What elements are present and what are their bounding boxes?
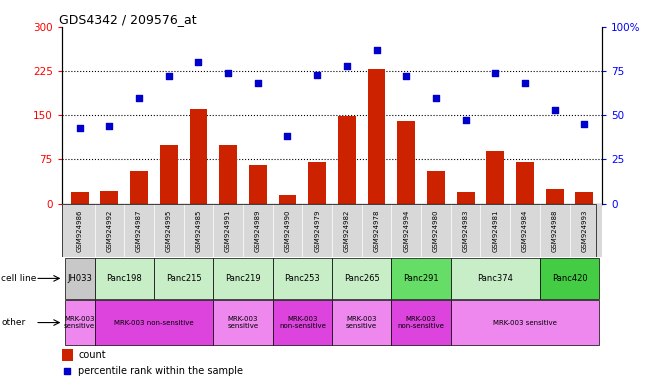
Bar bbox=[332, 258, 391, 299]
Bar bbox=[457, 192, 475, 204]
Text: other: other bbox=[1, 318, 25, 327]
Text: MRK-003
sensitive: MRK-003 sensitive bbox=[64, 316, 95, 329]
Point bbox=[134, 94, 145, 101]
Text: cell line: cell line bbox=[1, 274, 36, 283]
Text: count: count bbox=[78, 350, 105, 360]
Text: GSM924987: GSM924987 bbox=[136, 209, 142, 252]
Text: GSM924979: GSM924979 bbox=[314, 209, 320, 252]
Text: MRK-003 non-sensitive: MRK-003 non-sensitive bbox=[114, 319, 194, 326]
Bar bbox=[450, 258, 540, 299]
Point bbox=[62, 367, 72, 374]
Bar bbox=[159, 145, 178, 204]
Text: MRK-003
sensitive: MRK-003 sensitive bbox=[227, 316, 258, 329]
Text: GSM924991: GSM924991 bbox=[225, 209, 231, 252]
Bar bbox=[65, 300, 94, 345]
Text: GSM924994: GSM924994 bbox=[403, 209, 409, 252]
Bar bbox=[397, 121, 415, 204]
Bar bbox=[100, 190, 118, 204]
Point bbox=[163, 73, 174, 79]
Point bbox=[460, 118, 471, 124]
Text: GSM924986: GSM924986 bbox=[77, 209, 83, 252]
Point bbox=[401, 73, 411, 79]
Bar bbox=[214, 258, 273, 299]
Point bbox=[431, 94, 441, 101]
Bar bbox=[94, 258, 154, 299]
Point bbox=[549, 107, 560, 113]
Point bbox=[312, 71, 322, 78]
Point bbox=[253, 80, 263, 86]
Bar bbox=[540, 258, 599, 299]
Text: Panc291: Panc291 bbox=[403, 274, 439, 283]
Point bbox=[371, 47, 381, 53]
Text: MRK-003 sensitive: MRK-003 sensitive bbox=[493, 319, 557, 326]
Bar bbox=[249, 165, 267, 204]
Point bbox=[283, 133, 293, 139]
Bar bbox=[189, 109, 207, 204]
Text: GSM924978: GSM924978 bbox=[374, 209, 380, 252]
Bar bbox=[486, 151, 505, 204]
Point bbox=[193, 59, 204, 65]
Bar bbox=[309, 162, 326, 204]
Bar bbox=[214, 300, 273, 345]
Text: GSM924984: GSM924984 bbox=[522, 209, 528, 252]
Bar bbox=[427, 171, 445, 204]
Bar bbox=[332, 300, 391, 345]
Point bbox=[74, 124, 85, 131]
Text: GSM924982: GSM924982 bbox=[344, 209, 350, 252]
Bar bbox=[219, 145, 237, 204]
Bar bbox=[546, 189, 564, 204]
Text: GSM924983: GSM924983 bbox=[463, 209, 469, 252]
Bar bbox=[273, 300, 332, 345]
Text: GSM924992: GSM924992 bbox=[106, 209, 113, 252]
Text: GSM924990: GSM924990 bbox=[284, 209, 290, 252]
Text: GSM924993: GSM924993 bbox=[581, 209, 587, 252]
Text: Panc215: Panc215 bbox=[166, 274, 201, 283]
Bar bbox=[154, 258, 214, 299]
Text: Panc374: Panc374 bbox=[477, 274, 513, 283]
Bar bbox=[391, 258, 450, 299]
Text: percentile rank within the sample: percentile rank within the sample bbox=[78, 366, 243, 376]
Bar bbox=[391, 300, 450, 345]
Text: GSM924988: GSM924988 bbox=[551, 209, 558, 252]
Text: MRK-003
non-sensitive: MRK-003 non-sensitive bbox=[398, 316, 445, 329]
Text: MRK-003
non-sensitive: MRK-003 non-sensitive bbox=[279, 316, 326, 329]
Text: Panc253: Panc253 bbox=[284, 274, 320, 283]
Bar bbox=[450, 300, 599, 345]
Text: Panc420: Panc420 bbox=[551, 274, 587, 283]
Bar bbox=[62, 349, 73, 361]
Point bbox=[104, 123, 115, 129]
Text: GDS4342 / 209576_at: GDS4342 / 209576_at bbox=[59, 13, 197, 26]
Bar bbox=[516, 162, 534, 204]
Text: Panc198: Panc198 bbox=[106, 274, 142, 283]
Text: JH033: JH033 bbox=[67, 274, 92, 283]
Bar bbox=[130, 171, 148, 204]
Bar bbox=[65, 258, 94, 299]
Text: GSM924995: GSM924995 bbox=[166, 209, 172, 252]
Text: Panc219: Panc219 bbox=[225, 274, 261, 283]
Text: GSM924985: GSM924985 bbox=[195, 209, 201, 252]
Point bbox=[519, 80, 530, 86]
Bar bbox=[71, 192, 89, 204]
Text: MRK-003
sensitive: MRK-003 sensitive bbox=[346, 316, 378, 329]
Bar bbox=[94, 300, 214, 345]
Point bbox=[490, 70, 501, 76]
Bar bbox=[368, 69, 385, 204]
Bar bbox=[575, 192, 593, 204]
Text: GSM924989: GSM924989 bbox=[255, 209, 261, 252]
Bar bbox=[273, 258, 332, 299]
Bar bbox=[338, 116, 355, 204]
Point bbox=[223, 70, 233, 76]
Bar bbox=[279, 195, 296, 204]
Text: Panc265: Panc265 bbox=[344, 274, 380, 283]
Text: GSM924981: GSM924981 bbox=[492, 209, 498, 252]
Point bbox=[579, 121, 590, 127]
Point bbox=[342, 63, 352, 69]
Text: GSM924980: GSM924980 bbox=[433, 209, 439, 252]
